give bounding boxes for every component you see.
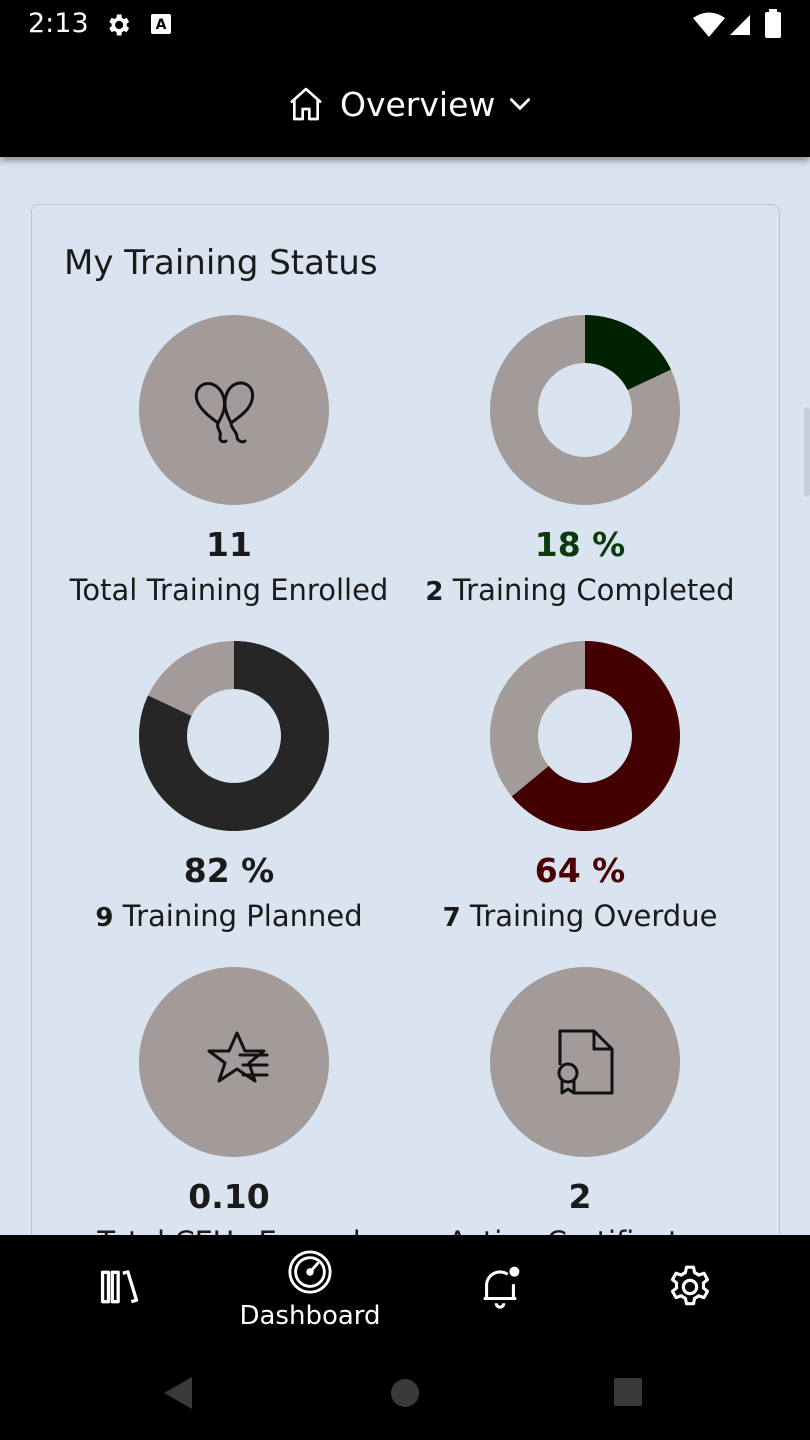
- donut-hole: [187, 689, 281, 783]
- completed-percent: 18 %: [534, 525, 626, 564]
- overview-dropdown[interactable]: Overview: [286, 80, 533, 128]
- card-title: My Training Status: [64, 243, 378, 283]
- tile-completed[interactable]: 18 % 2 Training Completed: [405, 315, 755, 615]
- enrolled-circle: [139, 315, 329, 505]
- enrolled-label: Total Training Enrolled: [69, 573, 389, 607]
- app-bar: Overview: [0, 50, 810, 157]
- bell-icon: [483, 1266, 520, 1309]
- chevron-down-icon: [510, 98, 531, 111]
- balloons-icon: [194, 381, 255, 444]
- ceus-circle: [139, 967, 329, 1157]
- training-status-card: My Training Status 11 Total Training Enr…: [31, 204, 780, 1235]
- notification-dot: [509, 1266, 520, 1277]
- nav-notifications[interactable]: [450, 1235, 550, 1345]
- gear-icon: [670, 1265, 710, 1306]
- certificates-circle: [490, 967, 680, 1157]
- overdue-count: 7: [442, 903, 461, 933]
- wifi-icon: [693, 12, 725, 37]
- planned-percent: 82 %: [183, 851, 275, 890]
- planned-donut-chart: [139, 641, 329, 831]
- nav-dashboard[interactable]: Dashboard: [230, 1235, 390, 1345]
- donut-hole: [538, 689, 632, 783]
- tile-certificates[interactable]: 2 Active Certificates: [405, 967, 755, 1235]
- tile-total-enrolled[interactable]: 11 Total Training Enrolled: [54, 315, 404, 615]
- dashboard-gauge-icon: [288, 1250, 332, 1294]
- donut-hole: [538, 363, 632, 457]
- completed-label: 2 Training Completed: [425, 573, 735, 607]
- overdue-label: 7 Training Overdue: [442, 899, 718, 933]
- completed-count: 2: [425, 577, 444, 607]
- overdue-donut-chart: [490, 641, 680, 831]
- settings-status-icon: [109, 14, 130, 36]
- nav-dashboard-label: Dashboard: [239, 1301, 381, 1331]
- certificate-icon: [557, 1029, 614, 1095]
- planned-count: 9: [95, 903, 114, 933]
- library-icon: [100, 1270, 139, 1304]
- home-icon: [290, 87, 322, 121]
- certificates-label: Active Certificates: [405, 1225, 755, 1235]
- nav-settings[interactable]: [640, 1235, 740, 1345]
- nav-library[interactable]: [70, 1235, 170, 1345]
- main-content[interactable]: My Training Status 11 Total Training Enr…: [0, 157, 810, 1235]
- status-bar: 2:13 A: [0, 0, 810, 50]
- completed-donut-chart: [490, 315, 680, 505]
- home-circle-icon[interactable]: [389, 1377, 421, 1409]
- signal-icon: [730, 15, 750, 35]
- star-list-icon: [207, 1031, 269, 1083]
- page-title: Overview: [340, 84, 496, 124]
- tile-planned[interactable]: 82 % 9 Training Planned: [54, 641, 404, 941]
- overdue-percent: 64 %: [534, 851, 626, 890]
- tile-overdue[interactable]: 64 % 7 Training Overdue: [405, 641, 755, 941]
- battery-icon: [765, 9, 781, 38]
- svg-text:A: A: [156, 17, 167, 33]
- status-time: 2:13: [28, 8, 89, 39]
- planned-label: 9 Training Planned: [95, 899, 363, 933]
- tile-ceus[interactable]: 0.10 Total CEUs Earned: [54, 967, 404, 1235]
- recents-icon[interactable]: [613, 1377, 643, 1407]
- scrollbar[interactable]: [804, 407, 810, 497]
- certificates-value: 2: [568, 1177, 592, 1216]
- ceus-label: Total CEUs Earned: [54, 1225, 404, 1235]
- bottom-nav: Dashboard: [0, 1235, 810, 1345]
- ceus-value: 0.10: [188, 1177, 270, 1216]
- enrolled-value: 11: [206, 525, 252, 564]
- font-status-icon: A: [151, 14, 171, 34]
- back-icon[interactable]: [160, 1375, 196, 1411]
- system-nav-bar: [0, 1345, 810, 1440]
